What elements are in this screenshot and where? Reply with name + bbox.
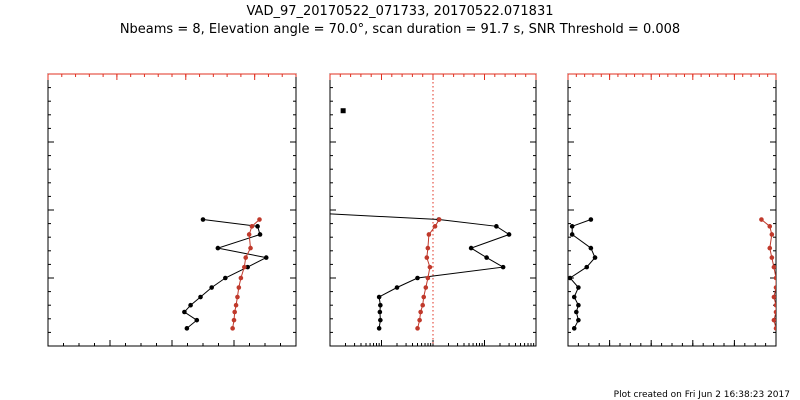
data-point (194, 317, 200, 323)
data-point (415, 275, 420, 281)
data-point (506, 232, 512, 237)
series-line (183, 219, 268, 329)
series-primary (568, 217, 598, 331)
data-point (243, 255, 249, 260)
data-point (394, 285, 400, 290)
data-point (767, 224, 773, 229)
data-point (425, 245, 431, 251)
data-point (432, 224, 438, 229)
data-point (426, 232, 432, 237)
panel-residual (567, 73, 777, 347)
data-point (223, 275, 228, 281)
data-point (576, 302, 581, 308)
data-point (569, 232, 575, 237)
data-point (231, 317, 237, 323)
data-point (569, 224, 575, 229)
data-point (571, 294, 577, 300)
data-point (494, 224, 499, 229)
data-point (588, 245, 594, 251)
panel-snr (329, 73, 537, 347)
series-secondary (415, 217, 442, 331)
data-point (238, 275, 244, 281)
panels-group (47, 73, 777, 347)
data-point (484, 255, 489, 260)
data-point (248, 245, 253, 251)
panel-wind (47, 73, 297, 347)
data-point (209, 285, 214, 290)
series-secondary (230, 217, 262, 331)
data-point (198, 294, 203, 300)
data-point (257, 232, 263, 237)
data-point (200, 217, 206, 222)
data-point (215, 245, 221, 251)
data-point (773, 302, 776, 308)
data-point (245, 264, 250, 270)
data-point (771, 264, 776, 270)
data-point (421, 294, 427, 300)
series-line (330, 213, 511, 329)
panel-frame (567, 73, 777, 347)
data-point (263, 255, 269, 260)
data-point (574, 309, 579, 315)
data-point (182, 309, 187, 315)
data-point (771, 294, 776, 300)
data-point (257, 217, 262, 222)
data-point (769, 255, 775, 260)
data-point (773, 309, 776, 315)
data-point (588, 217, 594, 222)
data-point (759, 217, 764, 222)
data-point (233, 302, 239, 308)
data-point (230, 326, 235, 331)
data-point (418, 309, 423, 315)
data-point (188, 302, 193, 308)
data-point (236, 285, 242, 290)
data-point (417, 317, 422, 323)
data-point (378, 317, 383, 323)
data-point (246, 232, 252, 237)
data-point (500, 264, 506, 270)
data-point (436, 217, 442, 222)
series-primary (330, 108, 512, 331)
chart-title-line2: Nbeams = 8, Elevation angle = 70.0°, sca… (120, 22, 680, 37)
chart-title-line1: VAD_97_20170522_071733, 20170522.071831 (247, 4, 554, 19)
data-point (584, 264, 590, 270)
data-point (423, 285, 429, 290)
data-point (771, 317, 776, 323)
data-point (767, 245, 773, 251)
series-primary (182, 217, 269, 331)
data-point (773, 326, 776, 331)
data-point (571, 326, 577, 331)
data-point (255, 224, 260, 229)
data-point (568, 275, 573, 281)
data-point (592, 255, 598, 260)
data-point (424, 255, 430, 260)
data-point (468, 245, 474, 251)
data-point (376, 294, 382, 300)
data-point (376, 326, 382, 331)
data-point (773, 275, 776, 281)
series-secondary (759, 217, 776, 331)
data-point (249, 224, 255, 229)
data-point (427, 264, 433, 270)
data-point (576, 317, 581, 323)
data-point (340, 108, 346, 114)
panel-frame (47, 73, 297, 347)
data-point (769, 232, 775, 237)
data-point (576, 285, 581, 290)
data-point (235, 294, 240, 300)
data-point (378, 302, 383, 308)
data-point (377, 309, 383, 315)
data-point (232, 309, 237, 315)
plot-footer: Plot created on Fri Jun 2 16:38:23 2017 (614, 390, 790, 400)
data-point (184, 326, 190, 331)
data-point (773, 285, 776, 290)
data-point (425, 275, 431, 281)
data-point (242, 264, 247, 270)
data-point (415, 326, 420, 331)
data-point (420, 302, 426, 308)
